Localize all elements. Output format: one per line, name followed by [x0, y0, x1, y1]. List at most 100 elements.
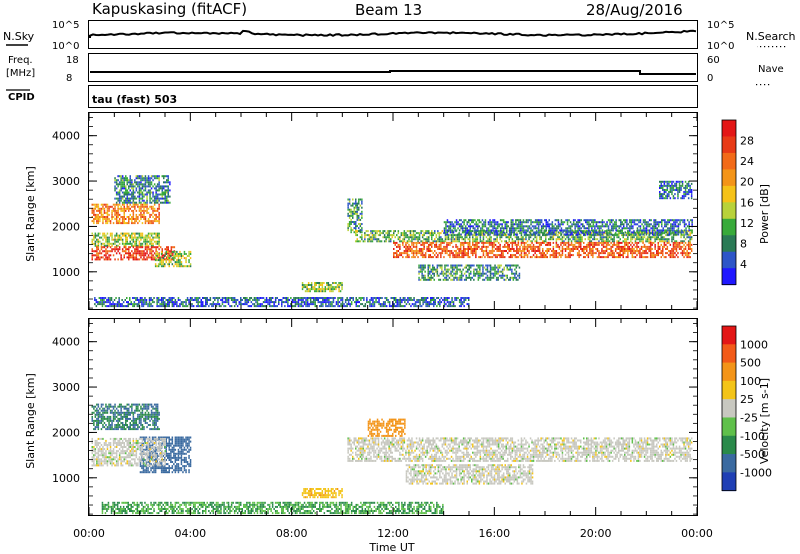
data-cell	[335, 286, 337, 289]
data-cell	[543, 234, 545, 237]
data-cell	[453, 234, 456, 237]
data-cell	[377, 238, 380, 241]
data-cell	[633, 243, 635, 246]
data-cell	[469, 238, 471, 241]
data-cell	[402, 241, 404, 244]
data-cell	[618, 245, 620, 248]
data-cell	[125, 232, 127, 235]
data-cell	[578, 233, 581, 236]
data-cell	[570, 243, 573, 246]
data-cell	[128, 191, 130, 194]
data-cell	[106, 252, 109, 255]
data-cell	[555, 232, 558, 235]
data-cell	[540, 219, 543, 222]
data-cell	[106, 250, 109, 253]
data-cell	[511, 248, 514, 250]
data-cell	[391, 236, 393, 239]
data-cell	[97, 238, 100, 241]
data-cell	[128, 220, 130, 223]
data-cell	[477, 264, 480, 267]
data-cell	[598, 243, 600, 246]
data-cell	[142, 305, 145, 308]
data-cell	[136, 305, 139, 308]
data-cell	[96, 248, 98, 251]
data-cell	[158, 197, 160, 200]
data-cell	[141, 299, 143, 301]
data-cell	[454, 229, 456, 232]
data-cell	[143, 258, 145, 261]
data-cell	[390, 238, 392, 241]
data-cell	[95, 299, 98, 301]
data-cell	[153, 301, 155, 304]
data-cell	[656, 238, 658, 241]
data-cell	[408, 299, 411, 301]
data-cell	[681, 241, 684, 244]
data-cell	[572, 243, 574, 246]
data-cell	[118, 181, 121, 184]
data-cell	[451, 299, 453, 301]
data-cell	[356, 234, 358, 237]
data-cell	[662, 254, 664, 257]
data-cell	[135, 218, 138, 220]
data-cell	[123, 177, 125, 180]
data-cell	[542, 233, 544, 236]
data-cell	[428, 236, 430, 239]
data-cell	[643, 236, 646, 239]
data-cell	[607, 227, 610, 230]
data-cell	[117, 207, 119, 210]
data-cell	[516, 219, 519, 222]
data-cell	[305, 299, 307, 301]
data-cell	[445, 272, 448, 275]
data-cell	[344, 301, 347, 304]
data-cell	[114, 185, 116, 188]
data-cell	[583, 250, 585, 252]
data-cell	[663, 241, 666, 244]
data-cell	[564, 248, 567, 250]
data-cell	[459, 268, 461, 271]
data-cell	[347, 223, 349, 225]
data-cell	[449, 223, 452, 226]
data-cell	[155, 220, 157, 223]
data-cell	[479, 272, 481, 275]
data-cell	[580, 243, 582, 246]
data-cell	[462, 248, 465, 250]
data-cell	[186, 255, 189, 257]
data-cell	[347, 301, 350, 304]
data-cell	[523, 252, 526, 255]
data-cell	[551, 250, 553, 252]
data-cell	[662, 252, 664, 255]
data-cell	[543, 241, 545, 244]
data-cell	[461, 227, 464, 230]
data-cell	[491, 252, 494, 255]
data-cell	[543, 256, 545, 259]
data-cell	[137, 203, 139, 206]
data-cell	[138, 183, 141, 186]
data-cell	[129, 175, 131, 178]
data-cell	[492, 272, 495, 275]
data-cell	[179, 265, 181, 268]
data-cell	[308, 303, 310, 306]
data-cell	[636, 254, 638, 257]
data-cell	[678, 248, 681, 250]
data-cell	[408, 230, 410, 233]
data-cell	[147, 240, 150, 243]
data-cell	[535, 250, 538, 252]
data-cell	[510, 223, 512, 226]
data-cell	[123, 246, 125, 249]
data-cell	[535, 254, 538, 257]
data-cell	[135, 181, 138, 184]
data-cell	[93, 211, 95, 214]
data-cell	[146, 205, 148, 208]
data-cell	[140, 234, 142, 237]
data-cell	[144, 240, 147, 243]
data-cell	[100, 213, 103, 216]
data-cell	[384, 303, 386, 306]
data-cell	[156, 201, 159, 204]
data-cell	[468, 268, 470, 271]
data-cell	[146, 193, 148, 196]
data-cell	[140, 238, 142, 241]
data-cell	[139, 297, 142, 299]
data-cell	[355, 223, 357, 225]
data-cell	[358, 200, 360, 203]
data-cell	[161, 248, 163, 251]
